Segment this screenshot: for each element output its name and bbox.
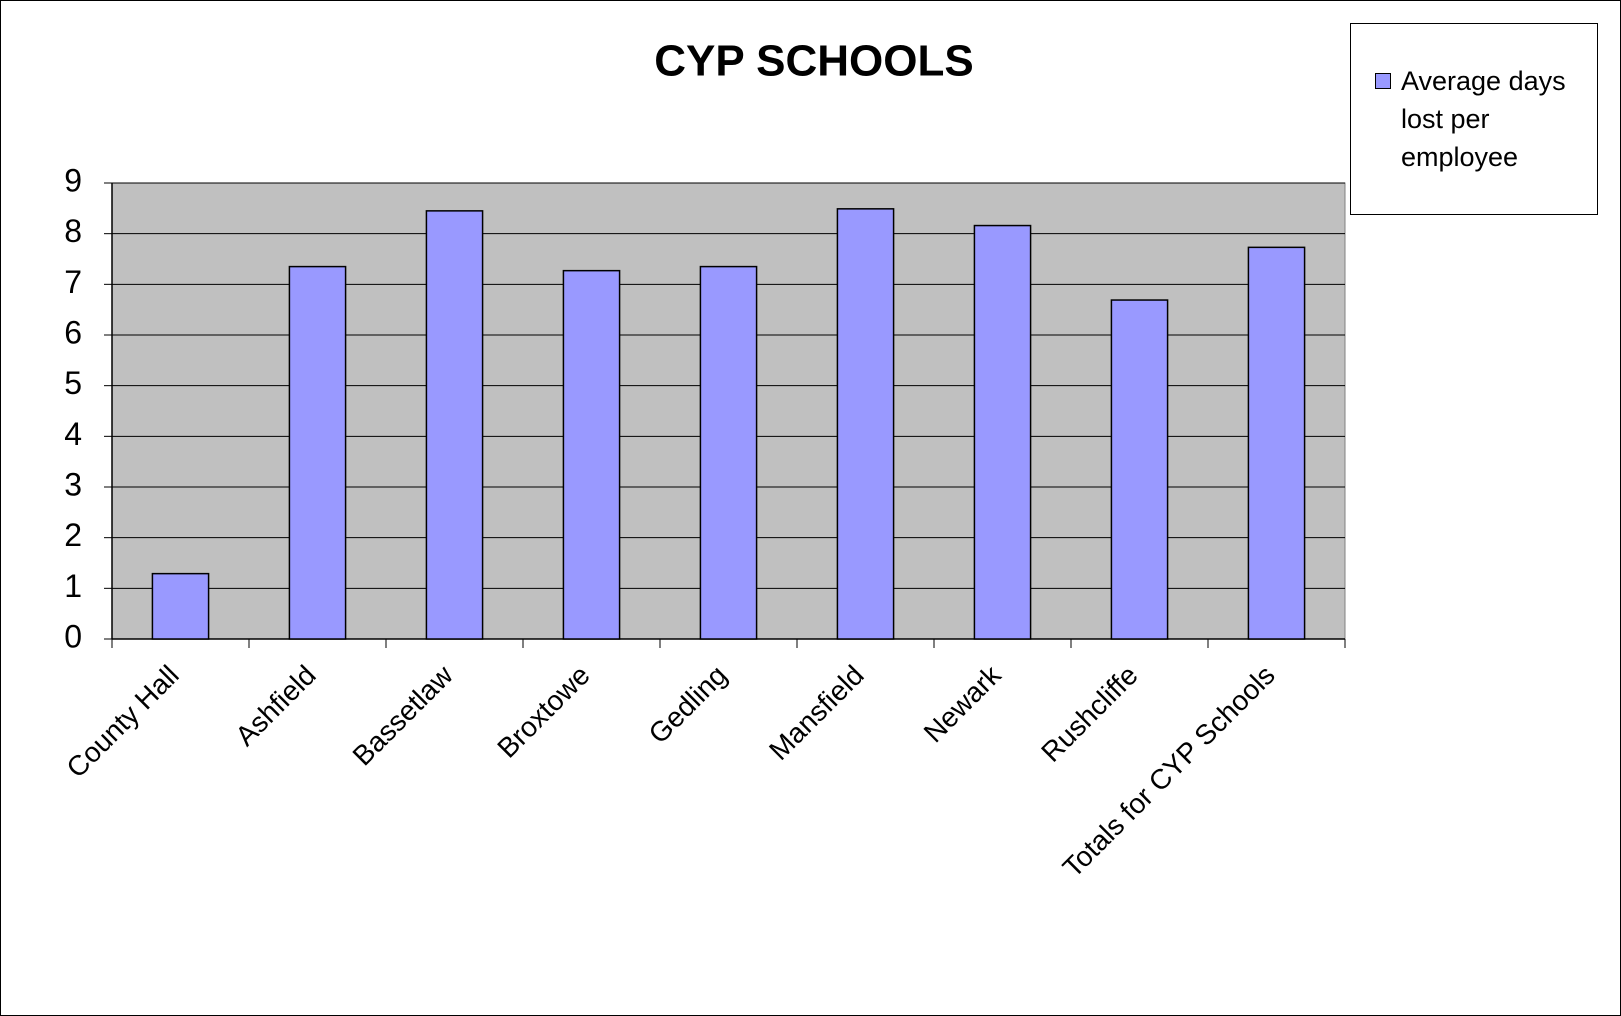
y-tick-label: 7 — [64, 264, 82, 300]
bar — [562, 269, 621, 640]
y-tick-label: 2 — [64, 517, 82, 553]
y-tick-label: 3 — [64, 466, 82, 502]
y-tick-label: 1 — [64, 568, 82, 604]
y-tick-label: 6 — [64, 314, 82, 350]
y-tick-label: 8 — [64, 213, 82, 249]
legend: Average days lost per employee — [1350, 23, 1598, 215]
bar — [1247, 246, 1306, 640]
legend-swatch — [1375, 73, 1391, 89]
y-tick-label: 5 — [64, 365, 82, 401]
bar — [288, 265, 347, 640]
y-tick-label: 4 — [64, 416, 82, 452]
chart-title: CYP SCHOOLS — [654, 37, 973, 86]
bar — [1110, 299, 1169, 640]
bar — [425, 210, 484, 640]
bar — [151, 572, 210, 640]
bar — [973, 224, 1032, 640]
legend-label: Average days lost per employee — [1401, 66, 1566, 172]
y-tick-label: 0 — [64, 618, 82, 654]
bar — [699, 265, 758, 640]
bar — [836, 208, 895, 640]
y-tick-label: 9 — [64, 162, 82, 198]
